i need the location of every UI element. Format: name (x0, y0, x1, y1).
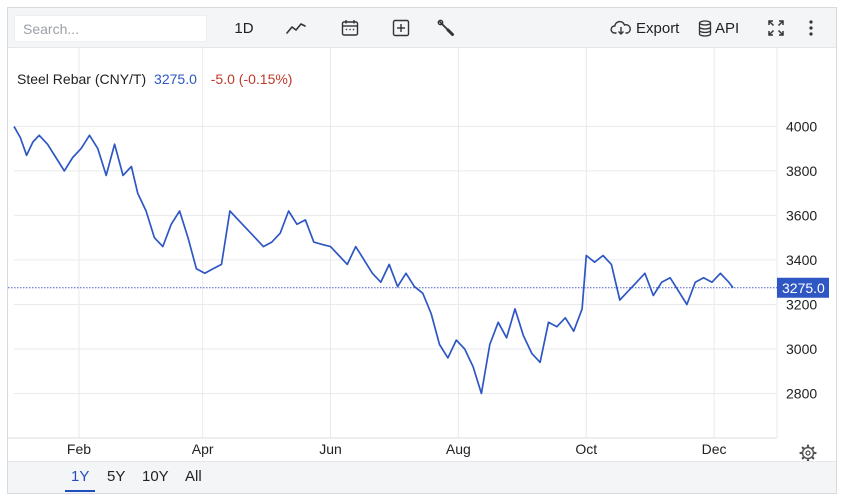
last-price-tag-bg (777, 277, 829, 298)
chart-widget: 1D (7, 7, 837, 494)
settings-tools-button[interactable] (434, 14, 458, 42)
last-price-tag: 3275.0 (777, 277, 829, 298)
legend-change-value: -5.0 (-0.15%) (211, 71, 293, 87)
api-button[interactable]: API (698, 14, 746, 42)
chart-grid (8, 48, 778, 439)
y-tick-label: 4000 (786, 118, 817, 134)
database-icon (698, 19, 712, 37)
gear-icon (799, 444, 817, 461)
compare-button[interactable] (389, 14, 413, 42)
y-tick-label: 2800 (786, 385, 817, 401)
x-tick-label: Aug (446, 441, 471, 457)
y-tick-label: 3600 (786, 207, 817, 223)
series-line (13, 125, 734, 395)
price-chart[interactable]: 2800 3000 3200 3400 3600 3800 4000 Feb Apr Jun Au… (8, 48, 836, 461)
y-tick-label: 3400 (786, 252, 817, 268)
y-tick-label: 3200 (786, 296, 817, 312)
range-label: 5Y (107, 468, 126, 485)
fullscreen-button[interactable] (765, 14, 787, 42)
chart-legend: Steel Rebar (CNY/T) 3275.0 -5.0 (-0.15%) (17, 71, 292, 87)
search-input[interactable] (15, 16, 206, 41)
range-1y-button[interactable]: 1Y (64, 462, 96, 492)
export-button[interactable]: Export (610, 14, 682, 42)
date-range-button[interactable] (338, 14, 362, 42)
cloud-download-icon (610, 20, 631, 35)
chart-settings-button[interactable] (799, 444, 817, 461)
chart-toolbar: 1D (8, 8, 836, 48)
y-tick-label: 3800 (786, 163, 817, 179)
range-label: All (185, 468, 202, 485)
export-label: Export (636, 19, 680, 37)
range-5y-button[interactable]: 5Y (107, 462, 125, 492)
range-label: 10Y (142, 468, 169, 485)
interval-button[interactable]: 1D (232, 14, 256, 42)
x-tick-label: Jun (319, 441, 342, 457)
y-axis-labels: 2800 3000 3200 3400 3600 3800 4000 (786, 118, 817, 401)
range-all-button[interactable]: All (185, 462, 202, 492)
last-price-tag-text: 3275.0 (782, 280, 825, 296)
x-tick-label: Dec (702, 441, 727, 457)
plus-box-icon (392, 19, 410, 37)
legend-instrument-name: Steel Rebar (CNY/T) (17, 71, 146, 87)
x-tick-label: Feb (67, 441, 91, 457)
chart-type-button[interactable] (283, 14, 309, 42)
search-box[interactable] (14, 15, 207, 42)
y-tick-label: 3000 (786, 341, 817, 357)
api-label: API (715, 19, 740, 37)
x-tick-label: Oct (575, 441, 597, 457)
expand-icon (768, 20, 784, 36)
interval-label: 1D (234, 19, 254, 37)
more-menu-button[interactable] (804, 14, 818, 42)
x-tick-label: Apr (192, 441, 214, 457)
line-chart-icon (286, 23, 306, 34)
calendar-icon (341, 20, 359, 36)
legend-last-value: 3275.0 (154, 71, 197, 87)
wrench-icon (437, 19, 454, 36)
range-footer: 1Y 5Y 10Y All (8, 461, 836, 493)
range-10y-button[interactable]: 10Y (142, 462, 169, 492)
kebab-menu-icon (809, 20, 813, 36)
range-label: 1Y (71, 468, 90, 485)
x-axis-labels: Feb Apr Jun Aug Oct Dec (67, 441, 727, 457)
